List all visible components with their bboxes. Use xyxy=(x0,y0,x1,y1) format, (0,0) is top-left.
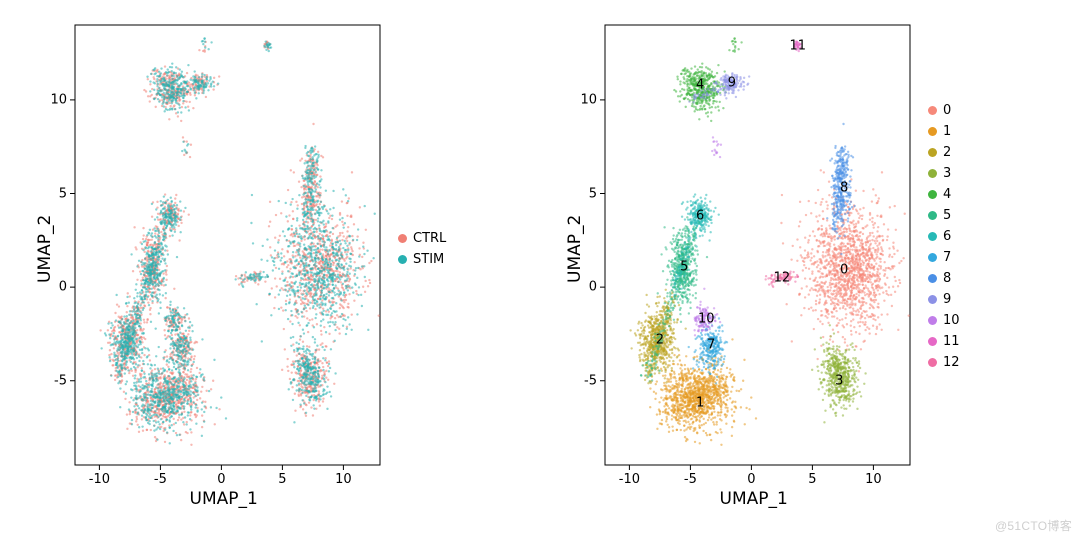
legend-label: 6 xyxy=(943,229,951,244)
legend-dot-icon xyxy=(928,127,937,136)
legend-label: 8 xyxy=(943,271,951,286)
legend-item: 1 xyxy=(928,121,960,141)
xtick-label: -5 xyxy=(684,472,697,487)
legend-dot-icon xyxy=(928,211,937,220)
legend-label: STIM xyxy=(413,252,444,267)
legend-label: 12 xyxy=(943,355,960,370)
legend-dot-icon xyxy=(398,234,407,243)
legend-label: 9 xyxy=(943,292,951,307)
xtick-label: 5 xyxy=(278,472,286,487)
legend-item: 9 xyxy=(928,289,960,309)
legend-dot-icon xyxy=(928,106,937,115)
legend-item: 7 xyxy=(928,247,960,267)
ytick-label: 5 xyxy=(45,186,67,201)
legend-item: 8 xyxy=(928,268,960,288)
legend-dot-icon xyxy=(928,358,937,367)
legend-item: 6 xyxy=(928,226,960,246)
legend-label: 5 xyxy=(943,208,951,223)
legend-label: 10 xyxy=(943,313,960,328)
legend-item: 2 xyxy=(928,142,960,162)
legend-label: 7 xyxy=(943,250,951,265)
legend-dot-icon xyxy=(928,295,937,304)
legend-dot-icon xyxy=(928,190,937,199)
legend-label: 2 xyxy=(943,145,951,160)
legend-label: 3 xyxy=(943,166,951,181)
ylabel-right: UMAP_2 xyxy=(565,215,585,283)
plot-right xyxy=(560,15,945,515)
ytick-label: 10 xyxy=(45,92,67,107)
legend-item: 0 xyxy=(928,100,960,120)
ytick-label: 10 xyxy=(575,92,597,107)
legend-item: 5 xyxy=(928,205,960,225)
legend-label: 11 xyxy=(943,334,960,349)
legend-item: 4 xyxy=(928,184,960,204)
xtick-label: 0 xyxy=(747,472,755,487)
legend-dot-icon xyxy=(928,274,937,283)
xtick-label: 0 xyxy=(217,472,225,487)
legend-item: 3 xyxy=(928,163,960,183)
ytick-label: -5 xyxy=(45,373,67,388)
legend-item: 12 xyxy=(928,352,960,372)
figure-root: UMAP_2 UMAP_1 UMAP_2 UMAP_1 CTRLSTIM 012… xyxy=(0,0,1080,540)
xtick-label: -5 xyxy=(154,472,167,487)
xtick-label: -10 xyxy=(89,472,110,487)
xtick-label: 5 xyxy=(808,472,816,487)
ytick-label: 0 xyxy=(575,280,597,295)
ylabel-left: UMAP_2 xyxy=(35,215,55,283)
plot-left xyxy=(30,15,415,515)
xlabel-right: UMAP_1 xyxy=(720,489,788,509)
legend-dot-icon xyxy=(928,148,937,157)
xtick-label: 10 xyxy=(335,472,352,487)
legend-clusters: 0123456789101112 xyxy=(928,100,960,372)
xlabel-left: UMAP_1 xyxy=(190,489,258,509)
legend-dot-icon xyxy=(398,255,407,264)
ytick-label: 5 xyxy=(575,186,597,201)
legend-label: 0 xyxy=(943,103,951,118)
legend-item: 11 xyxy=(928,331,960,351)
legend-dot-icon xyxy=(928,337,937,346)
legend-dot-icon xyxy=(928,316,937,325)
legend-dot-icon xyxy=(928,253,937,262)
legend-label: 4 xyxy=(943,187,951,202)
legend-item: 10 xyxy=(928,310,960,330)
legend-label: CTRL xyxy=(413,231,446,246)
legend-item: CTRL xyxy=(398,228,446,248)
legend-dot-icon xyxy=(928,232,937,241)
xtick-label: -10 xyxy=(619,472,640,487)
xtick-label: 10 xyxy=(865,472,882,487)
ytick-label: -5 xyxy=(575,373,597,388)
ytick-label: 0 xyxy=(45,280,67,295)
watermark: @51CTO博客 xyxy=(995,517,1072,534)
legend-label: 1 xyxy=(943,124,951,139)
legend-conditions: CTRL STIM xyxy=(398,228,446,269)
legend-dot-icon xyxy=(928,169,937,178)
legend-item: STIM xyxy=(398,249,446,269)
